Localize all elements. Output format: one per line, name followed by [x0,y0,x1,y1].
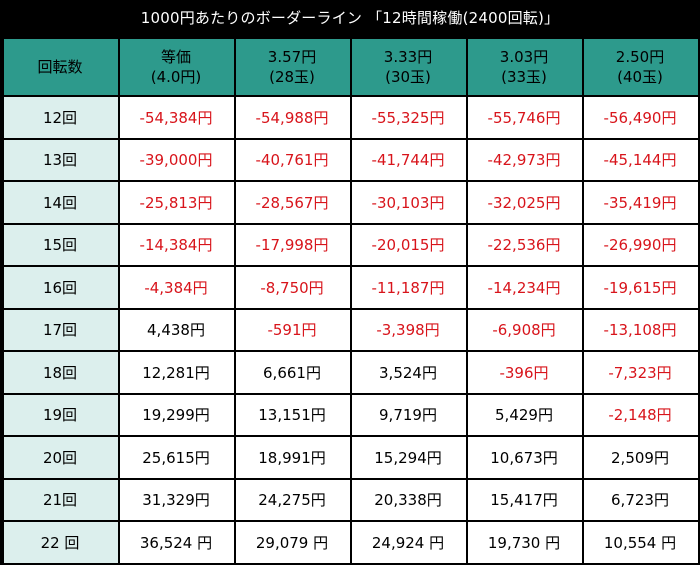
table-body: 12回 -54,384円 -54,988円 -55,325円 -55,746円 … [2,95,700,565]
column-header-rate: 3.57円 [267,48,317,66]
row-label: 13回 [2,137,120,182]
table-cell: -14,234円 [466,265,584,310]
table-row: 22 回 36,524 円 29,079 円 24,924 円 19,730 円… [2,520,700,565]
table-cell: -3,398円 [350,307,468,352]
table-row: 15回 -14,384円 -17,998円 -20,015円 -22,536円 … [2,222,700,267]
table-cell: 36,524 円 [118,520,236,565]
table-cell: 20,338円 [350,477,468,522]
table-cell: -42,973円 [466,137,584,182]
column-header: 3.03円 (33玉) [466,37,584,97]
column-header: 2.50円 (40玉) [582,37,700,97]
table-cell: -8,750円 [234,265,352,310]
row-label: 18回 [2,350,120,395]
row-label: 12回 [2,95,120,140]
table-cell: -40,761円 [234,137,352,182]
table-cell: -54,384円 [118,95,236,140]
table-cell: 6,661円 [234,350,352,395]
table-cell: 3,524円 [350,350,468,395]
table-cell: -19,615円 [582,265,700,310]
table-row: 18回 12,281円 6,661円 3,524円 -396円 -7,323円 [2,350,700,395]
table-cell: -2,148円 [582,392,700,437]
table-cell: 15,417円 [466,477,584,522]
panel-title: 1000円あたりのボーダーライン 「12時間稼働(2400回転)」 [140,9,560,27]
table-row: 14回 -25,813円 -28,567円 -30,103円 -32,025円 … [2,180,700,225]
table-cell: 6,723円 [582,477,700,522]
row-label: 15回 [2,222,120,267]
table-cell: -28,567円 [234,180,352,225]
table-cell: -13,108円 [582,307,700,352]
column-header: 等価 (4.0円) [118,37,236,97]
table-cell: 9,719円 [350,392,468,437]
column-header-detail: (40玉) [617,68,663,86]
table-cell: -20,015円 [350,222,468,267]
table-row: 12回 -54,384円 -54,988円 -55,325円 -55,746円 … [2,95,700,140]
table-cell: -22,536円 [466,222,584,267]
table-cell: 25,615円 [118,435,236,480]
row-label: 22 回 [2,520,120,565]
table-cell: -17,998円 [234,222,352,267]
row-label: 14回 [2,180,120,225]
table-cell: -54,988円 [234,95,352,140]
row-label: 20回 [2,435,120,480]
table-cell: 31,329円 [118,477,236,522]
table-cell: 12,281円 [118,350,236,395]
column-header-detail: (33玉) [501,68,547,86]
corner-header: 回転数 [2,37,120,97]
table-cell: 5,429円 [466,392,584,437]
table-cell: 24,275円 [234,477,352,522]
table-cell: 10,554 円 [582,520,700,565]
table-cell: -4,384円 [118,265,236,310]
column-header-rate: 3.33円 [383,48,433,66]
table-cell: -396円 [466,350,584,395]
table-cell: -35,419円 [582,180,700,225]
table-cell: -45,144円 [582,137,700,182]
table-cell: -26,990円 [582,222,700,267]
table-cell: -25,813円 [118,180,236,225]
table-cell: 10,673円 [466,435,584,480]
table-row: 17回 4,438円 -591円 -3,398円 -6,908円 -13,108… [2,307,700,352]
table-cell: -55,325円 [350,95,468,140]
column-header-detail: (4.0円) [150,68,202,86]
column-header: 3.33円 (30玉) [350,37,468,97]
column-header: 3.57円 (28玉) [234,37,352,97]
table-cell: -39,000円 [118,137,236,182]
table-cell: -7,323円 [582,350,700,395]
table-cell: -41,744円 [350,137,468,182]
table-row: 21回 31,329円 24,275円 20,338円 15,417円 6,72… [2,477,700,522]
table-cell: 29,079 円 [234,520,352,565]
table-cell: -11,187円 [350,265,468,310]
table-cell: 19,730 円 [466,520,584,565]
table-cell: 13,151円 [234,392,352,437]
table-cell: 15,294円 [350,435,468,480]
table-row: 20回 25,615円 18,991円 15,294円 10,673円 2,50… [2,435,700,480]
table-row: 19回 19,299円 13,151円 9,719円 5,429円 -2,148… [2,392,700,437]
row-label: 16回 [2,265,120,310]
table-cell: 4,438円 [118,307,236,352]
table-cell: -55,746円 [466,95,584,140]
table-cell: -14,384円 [118,222,236,267]
table-cell: 2,509円 [582,435,700,480]
table-cell: 18,991円 [234,435,352,480]
table-header-row: 回転数 等価 (4.0円) 3.57円 (28玉) 3.33円 (30玉) 3.… [2,37,700,97]
row-label: 17回 [2,307,120,352]
column-header-detail: (28玉) [269,68,315,86]
border-line-table: 回転数 等価 (4.0円) 3.57円 (28玉) 3.33円 (30玉) 3.… [2,37,700,565]
table-cell: -591円 [234,307,352,352]
table-cell: 19,299円 [118,392,236,437]
column-header-rate: 2.50円 [615,48,665,66]
table-row: 16回 -4,384円 -8,750円 -11,187円 -14,234円 -1… [2,265,700,310]
table-cell: 24,924 円 [350,520,468,565]
table-cell: -32,025円 [466,180,584,225]
column-header-rate: 等価 [160,48,191,66]
column-header-detail: (30玉) [385,68,431,86]
table-cell: -56,490円 [582,95,700,140]
table-cell: -6,908円 [466,307,584,352]
row-label: 19回 [2,392,120,437]
table-row: 13回 -39,000円 -40,761円 -41,744円 -42,973円 … [2,137,700,182]
table-cell: -30,103円 [350,180,468,225]
column-header-rate: 3.03円 [499,48,549,66]
row-label: 21回 [2,477,120,522]
